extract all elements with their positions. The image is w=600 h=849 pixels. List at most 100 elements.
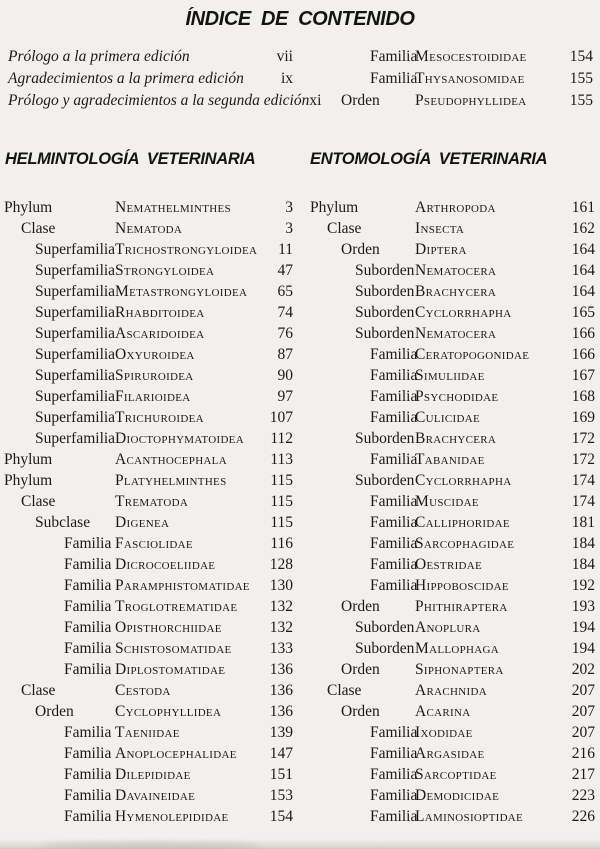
toc-list-helmintologia: Phylum Nemathelminthes 3 Clase Nematoda … [4, 197, 293, 827]
front-matter-label: Agradecimientos a la primera edición [8, 70, 244, 87]
rank-label: Familia [370, 388, 418, 405]
toc-row: Familia Laminosioptidae 226 [310, 806, 595, 827]
taxon-name: Cyclorrhapha [415, 472, 512, 489]
rank-label: Superfamilia [35, 241, 116, 258]
page-number: 3 [285, 199, 293, 216]
rank-label: Suborden [355, 640, 415, 657]
toc-row: Suborden Nematocera 164 [310, 260, 595, 281]
rank-cell: Familia [4, 764, 115, 785]
toc-row: Familia Culicidae 169 [310, 407, 595, 428]
rank-cell: Orden [310, 90, 415, 112]
rank-cell: Familia [4, 785, 115, 806]
toc-row: Subclase Digenea 115 [4, 512, 293, 533]
taxon-name: Hymenolepididae [115, 808, 229, 825]
page-number: 155 [569, 92, 593, 109]
page-title: ÍNDICE DE CONTENIDO [185, 8, 415, 30]
rank-label: Familia [370, 535, 418, 552]
page-number: xi [309, 92, 322, 109]
toc-row: Orden Diptera 164 [310, 239, 595, 260]
page-number: 130 [269, 577, 293, 594]
rank-label: Suborden [355, 430, 415, 447]
taxon-name: Trematoda [115, 493, 189, 510]
toc-row: Familia Paramphistomatidae 130 [4, 575, 293, 596]
rank-label: Clase [21, 220, 56, 237]
toc-row: Suborden Brachycera 164 [310, 281, 595, 302]
page-number: 194 [571, 619, 595, 636]
page-number: vii [276, 48, 293, 65]
taxon-name: Trichuroidea [115, 409, 204, 426]
rank-cell: Phylum [4, 470, 115, 491]
taxon-name: Opisthorchiidae [115, 619, 222, 636]
page-number: 47 [277, 262, 294, 279]
front-matter-row: Prólogo a la primera edición vii [8, 46, 293, 68]
toc-row: Familia Muscidae 174 [310, 491, 595, 512]
taxon-name: Ceratopogonidae [415, 346, 530, 363]
page-number: 166 [571, 325, 595, 342]
toc-row: Familia Opisthorchiidae 132 [4, 617, 293, 638]
rank-cell: Familia [310, 46, 417, 68]
taxon-name: Cyclophyllidea [115, 703, 222, 720]
scan-edge-shadow [0, 839, 600, 849]
rank-cell: Superfamilia [4, 302, 115, 323]
page-number: 164 [571, 241, 595, 258]
rank-label: Familia [64, 619, 112, 636]
rank-label: Clase [327, 682, 362, 699]
rank-label: Familia [370, 724, 418, 741]
rank-cell: Familia [4, 806, 115, 827]
toc-row: Familia Simuliidae 167 [310, 365, 595, 386]
toc-row: Familia Argasidae 216 [310, 743, 595, 764]
rank-label: Superfamilia [35, 283, 116, 300]
toc-row: Familia Hymenolepididae 154 [4, 806, 293, 827]
rank-cell: Familia [310, 449, 417, 470]
rank-label: Familia [64, 787, 112, 804]
rank-cell: Superfamilia [4, 323, 115, 344]
rank-label: Familia [370, 745, 418, 762]
rank-cell: Familia [4, 743, 115, 764]
toc-row: Familia Dicrocoeliidae 128 [4, 554, 293, 575]
taxon-name: Calliphoridae [415, 514, 510, 531]
rank-label: Familia [370, 766, 418, 783]
toc-row: Orden Pseudophyllidea 155 [310, 90, 593, 112]
rank-cell: Clase [4, 680, 115, 701]
scan-smudge-artifact [40, 842, 260, 849]
taxon-name: Sarcophagidae [415, 535, 515, 552]
taxon-name: Insecta [415, 220, 465, 237]
rank-cell: Familia [310, 722, 418, 743]
taxon-name: Dioctophymatoidea [115, 430, 244, 447]
rank-cell: Familia [4, 617, 115, 638]
rank-label: Orden [35, 703, 74, 720]
taxon-name: Diptera [415, 241, 467, 258]
page-number: 168 [571, 388, 595, 405]
rank-label: Familia [370, 556, 418, 573]
toc-row: Superfamilia Trichostrongyloidea 11 [4, 239, 293, 260]
page-number: 113 [270, 451, 293, 468]
toc-row: Superfamilia Strongyloidea 47 [4, 260, 293, 281]
rank-label: Suborden [355, 262, 415, 279]
toc-row: Familia Davaineidae 153 [4, 785, 293, 806]
toc-row: Familia Fasciolidae 116 [4, 533, 293, 554]
front-matter-label: Prólogo y agradecimientos a la segunda e… [8, 92, 310, 109]
rank-label: Familia [370, 808, 418, 825]
taxon-name: Trichostrongyloidea [115, 241, 258, 258]
rank-label: Clase [21, 493, 56, 510]
rank-cell: Subclase [4, 512, 115, 533]
rank-label: Familia [64, 661, 112, 678]
rank-cell: Orden [310, 239, 415, 260]
rank-label: Familia [64, 724, 112, 741]
rank-label: Superfamilia [35, 367, 116, 384]
taxon-name: Acarina [415, 703, 471, 720]
rank-cell: Superfamilia [4, 239, 115, 260]
toc-row: Familia Psychodidae 168 [310, 386, 595, 407]
page-number: 107 [269, 409, 293, 426]
taxon-name: Metastrongyloidea [115, 283, 248, 300]
page-number: 116 [270, 535, 293, 552]
front-matter-list: Prólogo a la primera edición vii Agradec… [8, 46, 321, 112]
toc-row: Phylum Nemathelminthes 3 [4, 197, 293, 218]
rank-label: Superfamilia [35, 409, 116, 426]
page-number: 184 [571, 556, 595, 573]
page-number: 172 [571, 430, 595, 447]
toc-row: Familia Troglotrematidae 132 [4, 596, 293, 617]
toc-row: Suborden Brachycera 172 [310, 428, 595, 449]
front-matter-row: Prólogo y agradecimientos a la segunda e… [8, 90, 321, 112]
page-number: 164 [571, 262, 595, 279]
